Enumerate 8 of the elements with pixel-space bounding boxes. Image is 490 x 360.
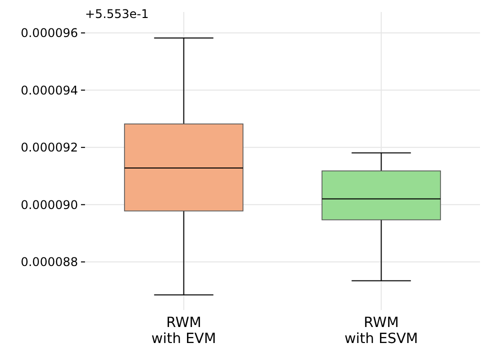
- y-tick-label: 0.000096: [20, 26, 78, 40]
- y-tick-label: 0.000090: [20, 198, 78, 212]
- annotation: +5.553e-1: [85, 7, 149, 21]
- y-tick-label: 0.000088: [20, 255, 78, 270]
- x-tick-label: RWM with EVM: [151, 315, 216, 347]
- y-tick-label: 0.000092: [20, 140, 78, 155]
- x-tick-label: RWM with ESVM: [344, 315, 418, 347]
- y-tick-label: 0.000094: [20, 83, 78, 98]
